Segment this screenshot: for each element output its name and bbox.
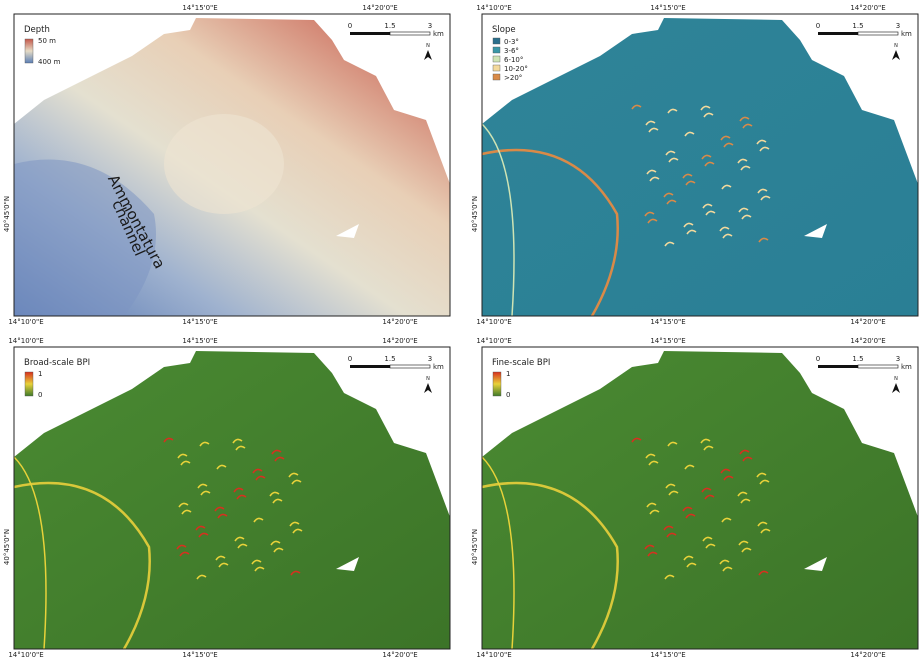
scale-bar — [350, 365, 390, 368]
scale-bar — [390, 32, 430, 35]
scale-label: 0 — [348, 355, 352, 363]
legend-swatch — [493, 56, 500, 62]
longitude-label: 14°15'0"E — [650, 4, 685, 12]
longitude-label: 14°10'0"E — [476, 337, 511, 345]
longitude-label: 14°15'0"E — [182, 318, 217, 326]
legend-title: Broad-scale BPI — [24, 358, 90, 368]
north-label: N — [426, 43, 430, 49]
scale-unit: km — [901, 30, 912, 38]
scale-label: 0 — [816, 22, 820, 30]
legend-label: 1 — [38, 370, 42, 378]
longitude-label: 14°20'0"E — [850, 651, 885, 658]
scale-bar — [818, 32, 858, 35]
scale-label: 1.5 — [852, 22, 863, 30]
scale-label: 1.5 — [384, 22, 395, 30]
legend-label: 3-6° — [504, 47, 519, 55]
longitude-label: 14°20'0"E — [382, 651, 417, 658]
legend-label: 0 — [38, 391, 42, 399]
latitude-label: 40°45'0"N — [471, 529, 479, 565]
legend-swatch — [493, 38, 500, 44]
latitude-label: 40°45'0"N — [471, 196, 479, 232]
scale-bar — [858, 32, 898, 35]
mound-field — [164, 114, 284, 214]
scale-label: 1.5 — [384, 355, 395, 363]
longitude-label: 14°20'0"E — [850, 318, 885, 326]
legend-ramp — [493, 372, 501, 396]
longitude-label: 14°10'0"E — [8, 318, 43, 326]
legend-ramp — [25, 372, 33, 396]
longitude-label: 14°10'0"E — [8, 651, 43, 658]
longitude-label: 14°20'0"E — [850, 4, 885, 12]
north-label: N — [426, 376, 430, 382]
longitude-label: 14°20'0"E — [850, 337, 885, 345]
longitude-label: 14°15'0"E — [650, 651, 685, 658]
legend-label: >20° — [504, 74, 522, 82]
page: Depth50 m400 m01.53kmN14°15'0"E14°20'0"E… — [0, 0, 919, 658]
longitude-label: 14°10'0"E — [8, 337, 43, 345]
legend-label: 400 m — [38, 58, 61, 66]
legend-ramp — [25, 39, 33, 63]
legend-title: Fine-scale BPI — [492, 358, 550, 368]
north-label: N — [894, 376, 898, 382]
legend-label: 0 — [506, 391, 510, 399]
scale-bar — [390, 365, 430, 368]
longitude-label: 14°10'0"E — [476, 651, 511, 658]
longitude-label: 14°15'0"E — [182, 337, 217, 345]
legend-label: 0-3° — [504, 38, 519, 46]
scale-bar — [858, 365, 898, 368]
longitude-label: 14°15'0"E — [182, 4, 217, 12]
longitude-label: 14°15'0"E — [650, 318, 685, 326]
legend-swatch — [493, 65, 500, 71]
longitude-label: 14°15'0"E — [650, 337, 685, 345]
scale-label: 3 — [896, 355, 900, 363]
scale-label: 3 — [428, 22, 432, 30]
north-label: N — [894, 43, 898, 49]
scale-unit: km — [433, 363, 444, 371]
scale-bar — [350, 32, 390, 35]
longitude-label: 14°20'0"E — [382, 337, 417, 345]
longitude-label: 14°10'0"E — [476, 4, 511, 12]
legend-title: Depth — [24, 25, 50, 35]
legend-label: 6-10° — [504, 56, 523, 64]
longitude-label: 14°10'0"E — [476, 318, 511, 326]
legend-label: 10-20° — [504, 65, 528, 73]
scale-unit: km — [433, 30, 444, 38]
longitude-label: 14°20'0"E — [382, 318, 417, 326]
scale-label: 1.5 — [852, 355, 863, 363]
legend-label: 1 — [506, 370, 510, 378]
scale-label: 0 — [816, 355, 820, 363]
scale-unit: km — [901, 363, 912, 371]
scale-label: 0 — [348, 22, 352, 30]
scale-label: 3 — [428, 355, 432, 363]
scale-label: 3 — [896, 22, 900, 30]
legend-label: 50 m — [38, 37, 56, 45]
legend-swatch — [493, 74, 500, 80]
longitude-label: 14°15'0"E — [182, 651, 217, 658]
latitude-label: 40°45'0"N — [3, 529, 11, 565]
map-panel: Fine-scale BPI 1 0 0 1.5 3kmN 14°10'0"E 14°15'0… — [471, 337, 918, 658]
figure: Depth50 m400 m01.53kmN14°15'0"E14°20'0"E… — [0, 0, 919, 658]
longitude-label: 14°20'0"E — [362, 4, 397, 12]
latitude-label: 40°45'0"N — [3, 196, 11, 232]
legend-swatch — [493, 47, 500, 53]
scale-bar — [818, 365, 858, 368]
legend-title: Slope — [492, 25, 516, 35]
